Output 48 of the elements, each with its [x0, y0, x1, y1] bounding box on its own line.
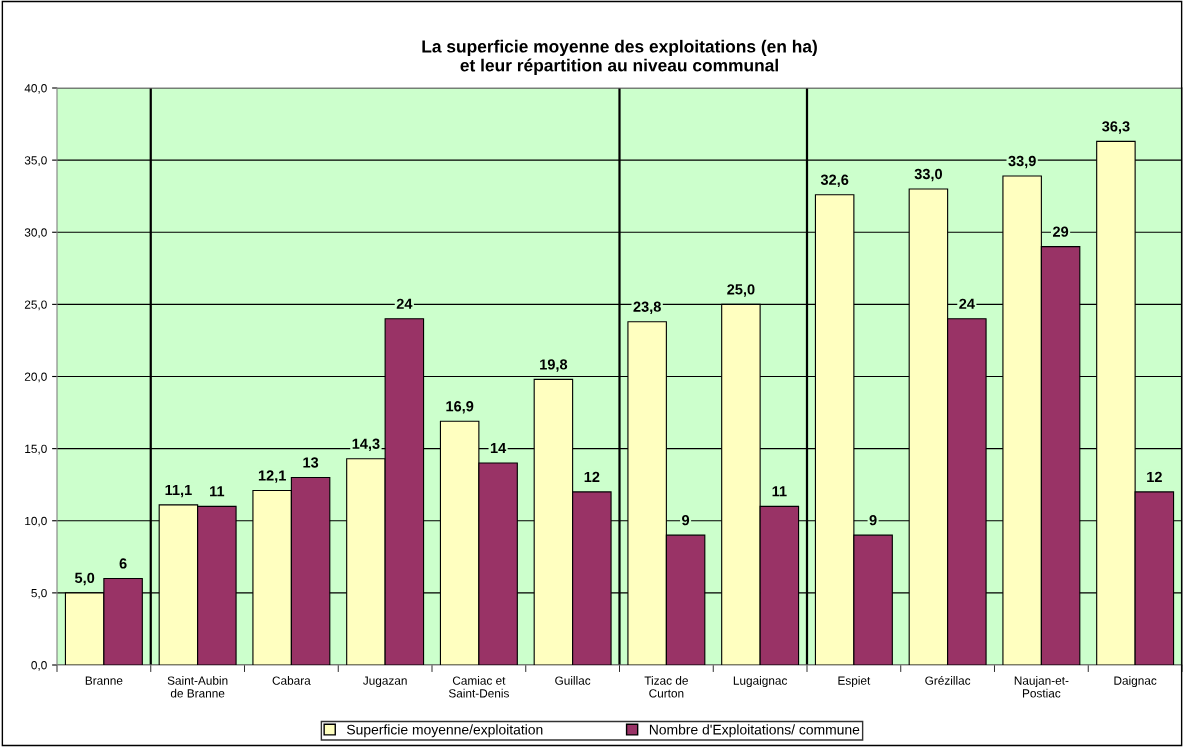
data-label: 25,0: [727, 284, 755, 297]
data-label: 24: [959, 298, 975, 309]
data-label: 6: [119, 558, 127, 569]
x-tick-label: Jugazan: [362, 676, 407, 688]
data-label: 5,0: [74, 572, 95, 586]
legend-label: Superficie moyenne/exploitation: [347, 724, 543, 738]
x-tick-label: Daignac: [1114, 676, 1157, 688]
x-tick-label: Branne: [85, 676, 123, 685]
x-tick-label: Lugaignac: [733, 676, 788, 688]
x-tick-label: Naujan-et- Postiac: [1014, 676, 1069, 698]
y-tick-label: 35,0: [24, 156, 47, 166]
y-tick-label: 15,0: [25, 444, 47, 455]
data-label: 12: [1147, 471, 1162, 482]
data-label: 33,0: [914, 168, 942, 182]
y-tick-label: 25,0: [24, 300, 47, 311]
y-tick-label: 5,0: [31, 588, 47, 599]
data-label: 14,3: [352, 438, 380, 452]
data-label: 12,1: [258, 470, 286, 483]
x-tick-label: Camiac et Saint-Denis: [448, 676, 509, 698]
data-label: 19,8: [540, 359, 568, 372]
data-label: 11: [772, 486, 787, 497]
data-label: 9: [869, 515, 877, 526]
data-label: 14: [490, 443, 507, 454]
x-tick-label: Guillac: [555, 676, 591, 685]
data-label: 33,9: [1008, 155, 1036, 169]
data-label: 32,6: [820, 174, 849, 188]
y-tick-label: 0,0: [31, 661, 47, 671]
data-label: 11: [210, 486, 225, 497]
x-tick-label: Tizac de Curton: [644, 676, 688, 698]
data-label: 36,3: [1102, 121, 1130, 134]
data-label: 13: [303, 457, 319, 468]
data-label: 12: [584, 471, 600, 482]
legend-label: Nombre d'Exploitations/ commune: [649, 724, 860, 738]
x-tick-label: Espiet: [838, 676, 871, 688]
y-tick-label: 20,0: [24, 372, 47, 383]
x-tick-label: Grézillac: [925, 675, 971, 685]
data-label: 24: [396, 298, 413, 309]
data-label: 9: [682, 515, 690, 526]
data-label: 16,9: [446, 401, 474, 414]
x-tick-label: Saint-Aubin de Branne: [167, 676, 228, 698]
data-label: 29: [1052, 226, 1069, 237]
data-label: 23,8: [633, 301, 661, 314]
x-tick-label: Cabara: [272, 676, 311, 685]
y-tick-label: 30,0: [24, 228, 47, 239]
y-tick-label: 40,0: [24, 84, 47, 94]
y-tick-label: 10,0: [25, 516, 47, 527]
data-label: 11,1: [165, 484, 192, 498]
chart-title: La superficie moyenne des exploitations (en ha) et leur répartition au niveau communal: [422, 39, 817, 75]
